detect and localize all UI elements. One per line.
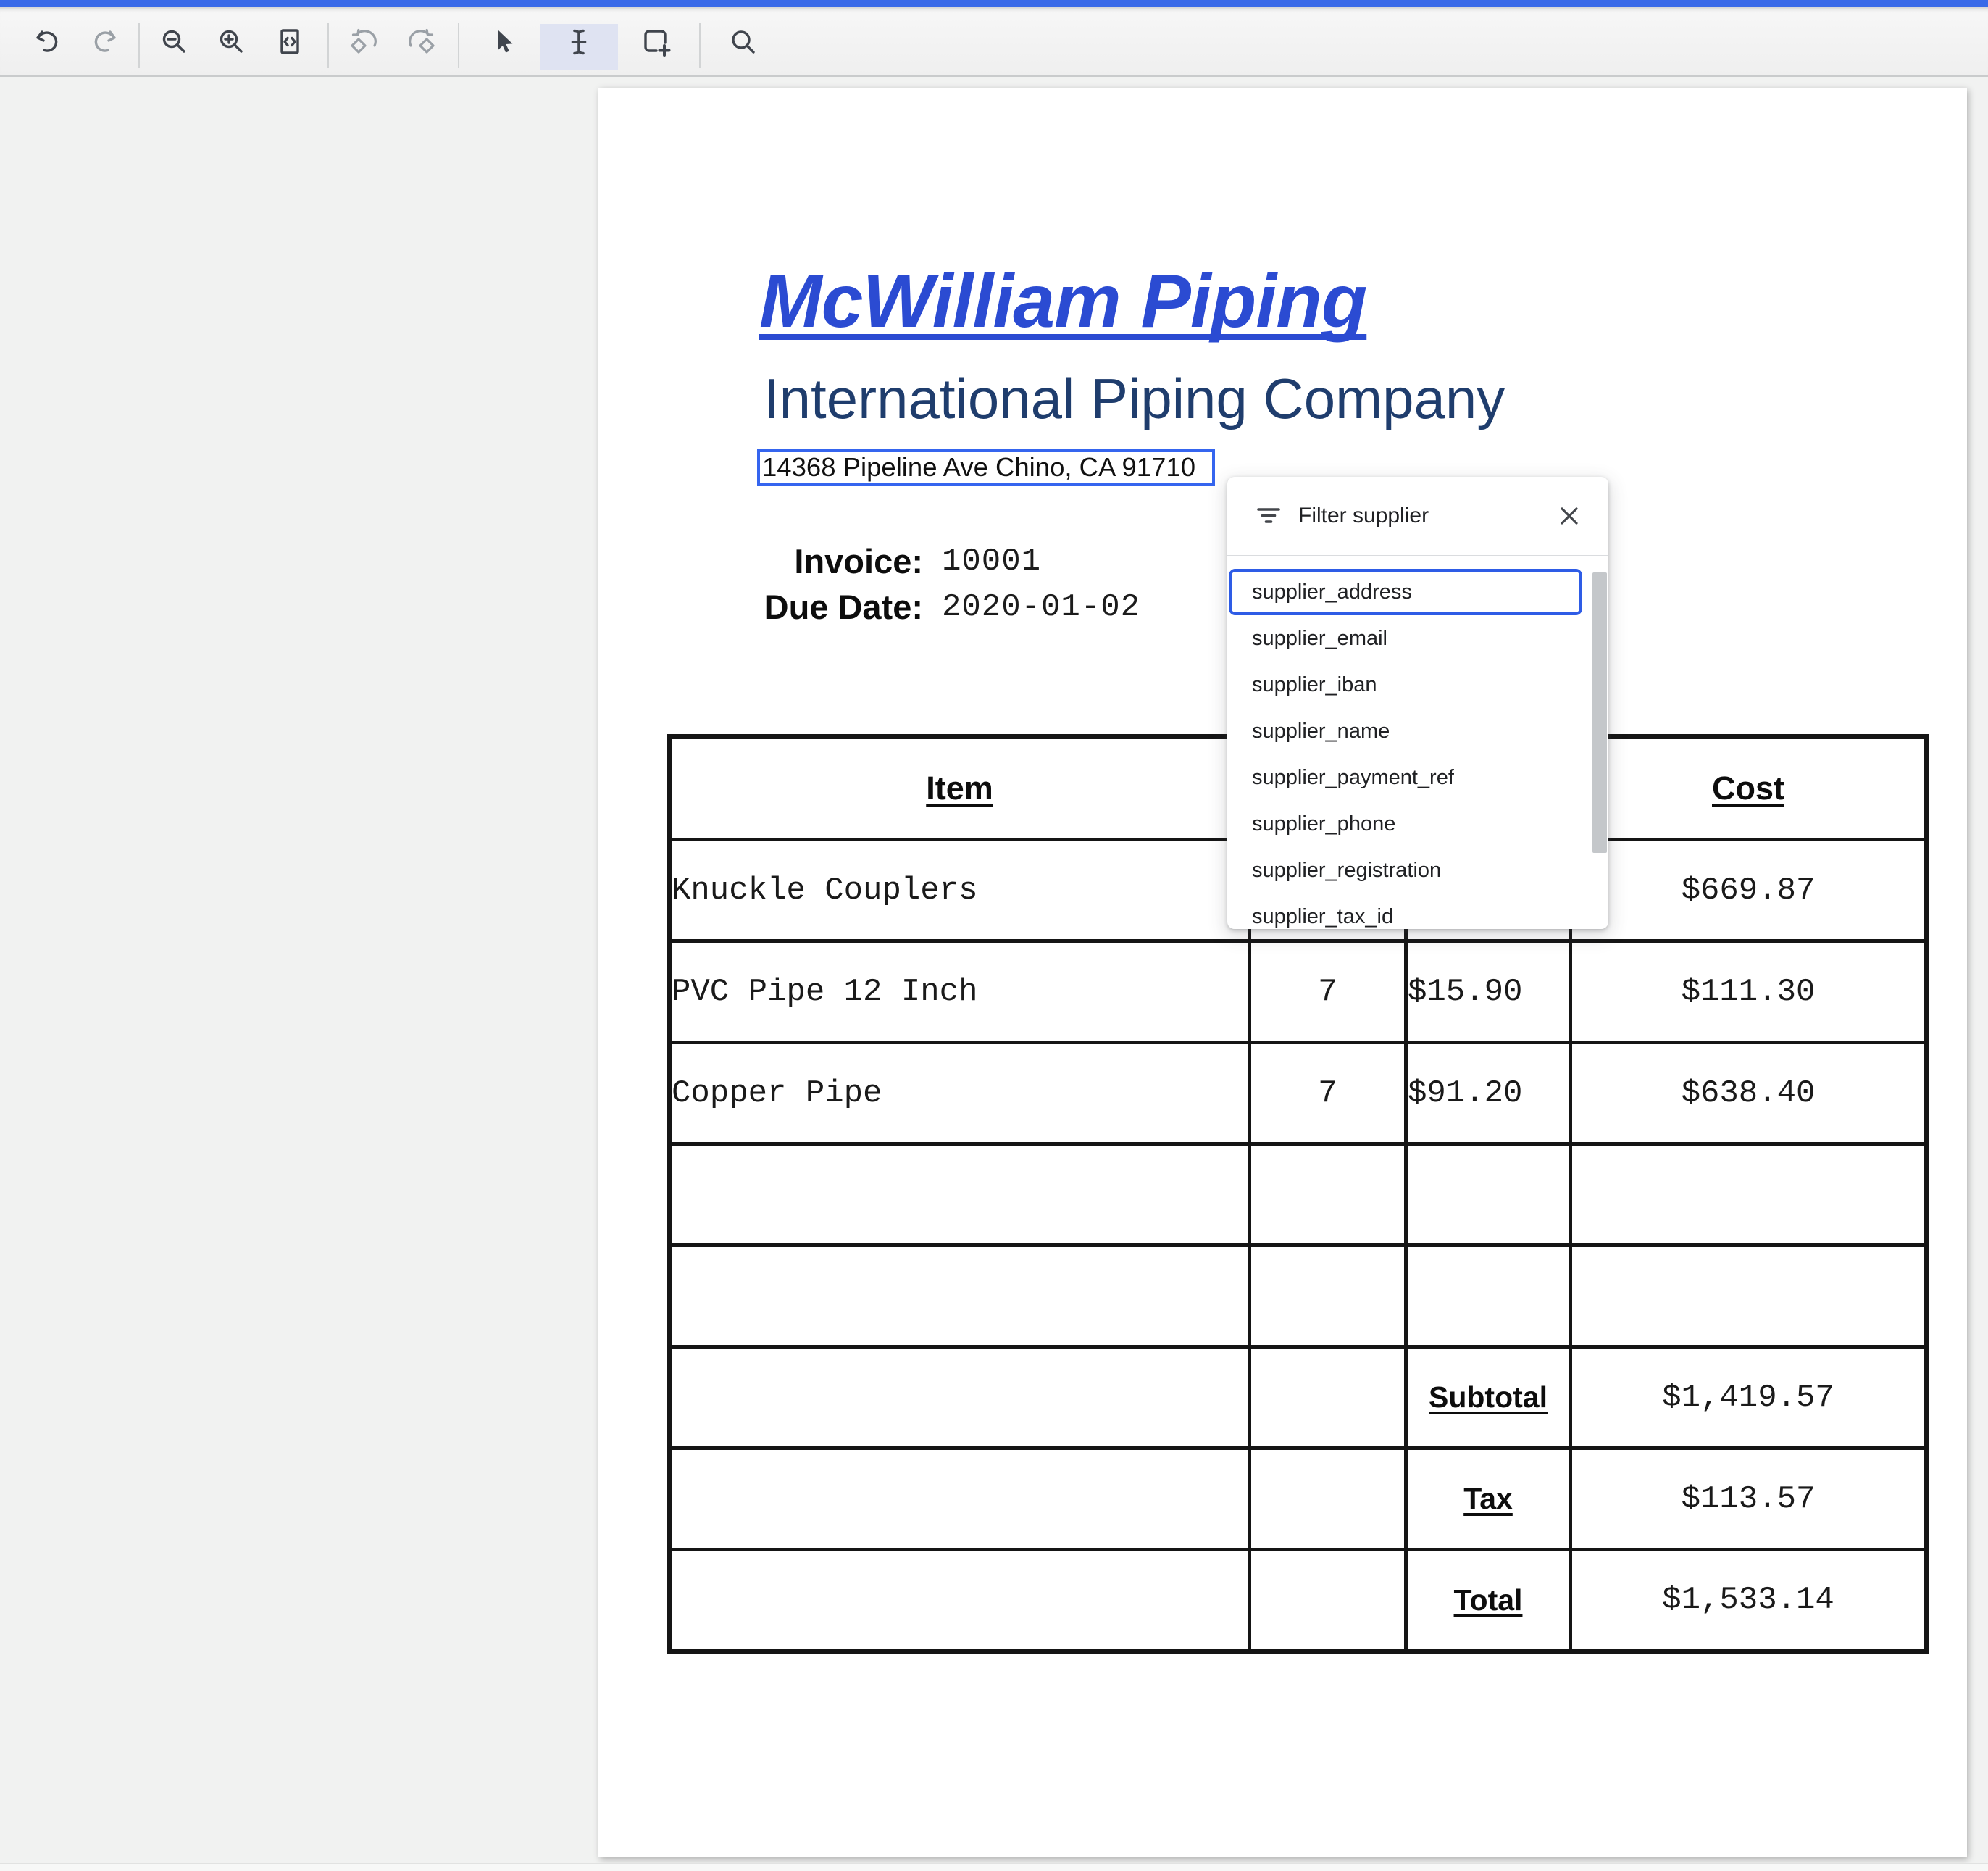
invoice-label: Invoice:: [794, 542, 923, 580]
address-selection-box[interactable]: 14368 Pipeline Ave Chino, CA 91710: [757, 449, 1215, 486]
rotate-right-button[interactable]: [400, 13, 443, 71]
table-row: PVC Pipe 12 Inch 7 $15.90 $111.30: [667, 939, 1929, 1044]
item-cell: [667, 1142, 1251, 1247]
rotate-left-icon: [351, 28, 377, 54]
fit-to-page-icon: [280, 29, 299, 54]
zoom-in-button[interactable]: [209, 13, 253, 71]
crop-region-icon: [644, 30, 671, 57]
filter-popup-header: Filter supplier: [1227, 477, 1608, 556]
filter-item-supplier-registration[interactable]: supplier_registration: [1252, 859, 1442, 882]
invoice-number: 10001: [942, 543, 1042, 580]
price-cell: $15.90: [1404, 939, 1572, 1044]
subtotal-value: $1,419.57: [1569, 1345, 1929, 1450]
header-item: Item: [667, 735, 1251, 841]
qty-cell: 7: [1248, 1041, 1408, 1146]
crop-region-button[interactable]: [634, 13, 677, 71]
item-cell: Copper Pipe: [667, 1041, 1251, 1146]
due-date-value: 2020-01-02: [942, 589, 1141, 625]
item-cell: PVC Pipe 12 Inch: [667, 939, 1251, 1044]
toolbar-separator: [699, 23, 701, 68]
close-icon: [1561, 507, 1578, 525]
invoice-table: Item Cost Knuckle Couplers $669.87 PVC P…: [667, 734, 1929, 1654]
price-cell: $91.20: [1404, 1041, 1572, 1146]
filter-item-supplier-tax-id[interactable]: supplier_tax_id: [1252, 905, 1394, 928]
search-icon: [732, 30, 755, 54]
select-cursor-button[interactable]: [481, 13, 525, 71]
filter-icon: [1257, 508, 1280, 523]
select-cursor-icon: [498, 30, 513, 53]
search-button[interactable]: [721, 13, 764, 71]
table-total-row: Total $1,533.14: [667, 1548, 1929, 1653]
popup-scrollbar-thumb[interactable]: [1592, 572, 1607, 853]
empty-cell: [1248, 1548, 1408, 1653]
filter-supplier-popup: Filter supplier supplier_address supplie…: [1227, 477, 1608, 929]
total-label: Total: [1404, 1548, 1572, 1653]
table-row: Copper Pipe 7 $91.20 $638.40: [667, 1041, 1929, 1146]
cost-cell: [1569, 1142, 1929, 1247]
cost-cell: [1569, 1243, 1929, 1349]
undo-icon: [36, 30, 58, 52]
filter-item-supplier-phone[interactable]: supplier_phone: [1252, 812, 1396, 836]
tax-label: Tax: [1404, 1446, 1572, 1551]
toolbar-separator: [327, 23, 329, 68]
empty-cell: [1248, 1446, 1408, 1551]
filter-item-supplier-iban[interactable]: supplier_iban: [1252, 673, 1377, 696]
item-cell: Knuckle Couplers: [667, 838, 1251, 943]
empty-cell: [667, 1345, 1251, 1450]
toolbar-separator: [138, 23, 140, 68]
item-cell: [667, 1243, 1251, 1349]
zoom-out-button[interactable]: [152, 13, 196, 71]
price-cell: [1404, 1243, 1572, 1349]
total-value: $1,533.14: [1569, 1548, 1929, 1653]
filter-item-supplier-name[interactable]: supplier_name: [1252, 720, 1390, 743]
filter-item-supplier-payment-ref[interactable]: supplier_payment_ref: [1252, 766, 1454, 789]
subtotal-label: Subtotal: [1404, 1345, 1572, 1450]
qty-cell: [1248, 1243, 1408, 1349]
table-row-empty: [667, 1243, 1929, 1349]
cost-cell: $638.40: [1569, 1041, 1929, 1146]
price-cell: [1404, 1142, 1572, 1247]
redo-button[interactable]: [83, 13, 126, 71]
header-cost: Cost: [1569, 735, 1929, 841]
filter-item-supplier-address[interactable]: supplier_address: [1229, 569, 1582, 615]
qty-cell: 7: [1248, 939, 1408, 1044]
filter-field-list: supplier_address supplier_email supplier…: [1227, 556, 1608, 929]
fit-to-page-button[interactable]: [268, 13, 312, 71]
company-address: 14368 Pipeline Ave Chino, CA 91710: [762, 452, 1195, 482]
filter-item-supplier-email[interactable]: supplier_email: [1252, 627, 1387, 650]
cost-cell: $669.87: [1569, 838, 1929, 943]
empty-cell: [667, 1548, 1251, 1653]
close-button[interactable]: [1555, 501, 1584, 530]
toolbar-separator: [458, 23, 459, 68]
text-select-icon: [571, 29, 587, 55]
company-name: McWilliam Piping: [759, 259, 1367, 343]
redo-icon: [94, 30, 116, 52]
document-page: McWilliam Piping International Piping Co…: [598, 88, 1967, 1857]
company-subtitle: International Piping Company: [764, 367, 1505, 430]
due-date-label: Due Date:: [764, 588, 923, 626]
window-accent-bar: [0, 0, 1988, 7]
table-tax-row: Tax $113.57: [667, 1446, 1929, 1551]
qty-cell: [1248, 1142, 1408, 1247]
table-row-empty: [667, 1142, 1929, 1247]
text-select-button[interactable]: [557, 13, 601, 71]
cost-cell: $111.30: [1569, 939, 1929, 1044]
empty-cell: [1248, 1345, 1408, 1450]
toolbar: [0, 7, 1988, 77]
filter-popup-title: Filter supplier: [1298, 504, 1429, 528]
empty-cell: [667, 1446, 1251, 1551]
rotate-right-icon: [409, 28, 435, 54]
bottom-scroll-strip: [0, 1863, 1988, 1871]
tax-value: $113.57: [1569, 1446, 1929, 1551]
rotate-left-button[interactable]: [342, 13, 385, 71]
zoom-in-icon: [220, 30, 243, 53]
zoom-out-icon: [162, 30, 185, 53]
undo-button[interactable]: [26, 13, 70, 71]
table-subtotal-row: Subtotal $1,419.57: [667, 1345, 1929, 1450]
